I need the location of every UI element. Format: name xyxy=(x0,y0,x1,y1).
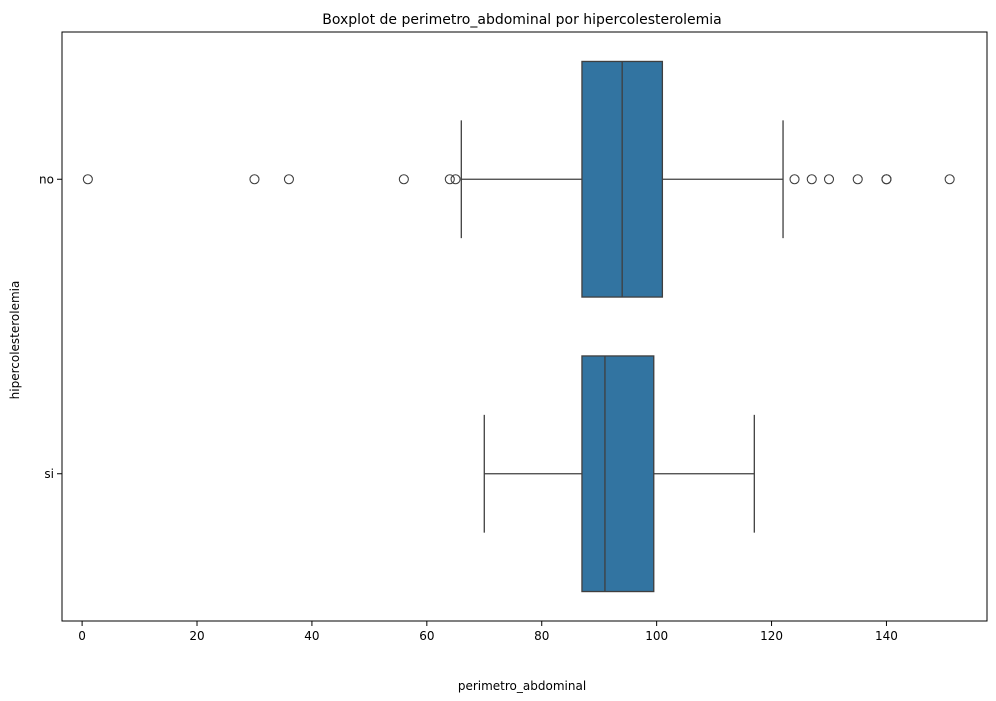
y-tick-label: no xyxy=(39,172,54,186)
x-axis-label: perimetro_abdominal xyxy=(458,679,586,693)
outlier-point xyxy=(852,174,863,185)
outlier-point xyxy=(881,174,892,185)
outlier-point xyxy=(789,174,800,185)
outlier-point xyxy=(806,174,817,185)
x-tick-label: 0 xyxy=(78,629,86,643)
outlier-point xyxy=(249,174,260,185)
outlier-point xyxy=(398,174,409,185)
plot-area: 0 20 40 60 80 100 120 140 no si xyxy=(39,60,955,643)
x-tick-label: 80 xyxy=(534,629,549,643)
outlier-point xyxy=(823,174,835,185)
x-tick-label: 40 xyxy=(304,629,319,643)
outlier-point xyxy=(944,174,955,185)
y-tick-label: si xyxy=(44,467,54,481)
y-axis-label: hipercolesterolemia xyxy=(8,281,22,400)
outlier-point xyxy=(82,174,93,185)
x-tick-label: 60 xyxy=(419,629,434,643)
x-tick-label: 140 xyxy=(875,629,898,643)
plot-frame xyxy=(61,31,988,622)
outlier-point xyxy=(283,174,294,185)
box-iqr xyxy=(581,355,655,593)
chart-title: Boxplot de perimetro_abdominal por hiper… xyxy=(322,12,722,28)
x-tick-label: 100 xyxy=(645,629,668,643)
x-tick-label: 120 xyxy=(760,629,783,643)
outlier-point xyxy=(444,174,455,185)
outlier-point xyxy=(450,174,461,185)
x-tick-label: 20 xyxy=(189,629,204,643)
